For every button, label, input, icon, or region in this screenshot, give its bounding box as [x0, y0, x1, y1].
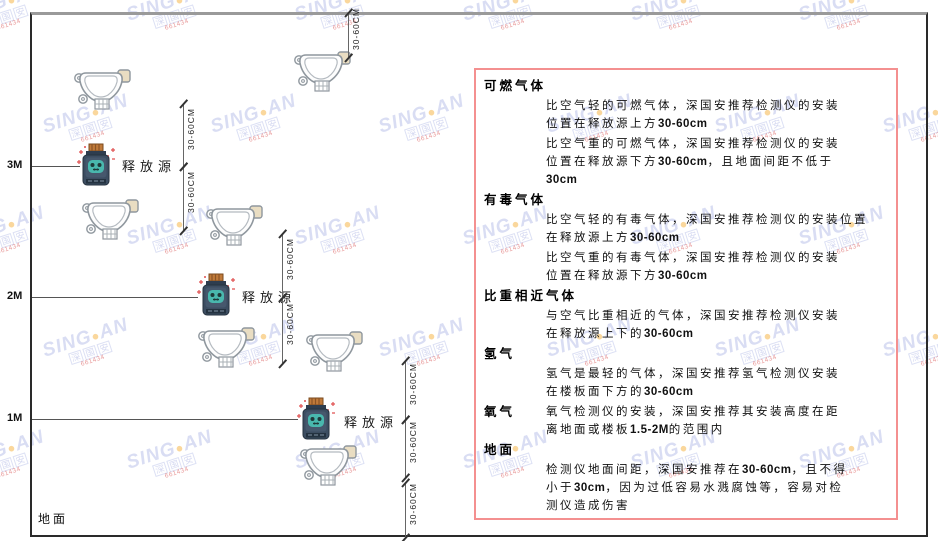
guide-section: 氧气 氧气检测仪的安装，深国安推荐其安装高度在距 离地面或楼板1.5-2M的范围内: [484, 403, 886, 439]
dimension-line: [183, 166, 184, 230]
dimension-label: 30-60CM: [408, 482, 418, 525]
dimension-label: 30-60CM: [408, 421, 418, 463]
gas-detector-icon: [304, 328, 364, 372]
height-axis-label: 1M: [7, 412, 23, 424]
guide-paragraph: 氧气检测仪的安装，深国安推荐其安装高度在距 离地面或楼板1.5-2M的范围内: [546, 406, 840, 436]
gas-detector-icon: [80, 196, 140, 240]
height-level-line: [32, 297, 198, 298]
diagram-frame: [30, 12, 928, 537]
gas-detector-icon: [292, 48, 352, 92]
height-level-line: [32, 166, 80, 167]
dimension-label: 30-60CM: [186, 107, 196, 150]
height-axis-label: 3M: [7, 159, 23, 171]
guide-section-heading: 氧气: [484, 405, 516, 419]
guide-section-body: 氧气检测仪的安装，深国安推荐其安装高度在距 离地面或楼板1.5-2M的范围内: [546, 403, 840, 439]
ground-label: 地面: [38, 512, 69, 526]
guide-section-heading: 比重相近气体: [484, 289, 578, 303]
release-source-label: 释放源: [122, 159, 177, 174]
guide-paragraph: 与空气比重相近的气体，深国安推荐检测仪安装 在释放源上下的30-60cm: [546, 310, 840, 340]
installation-guide-panel: 可燃气体比空气轻的可燃气体，深国安推荐检测仪的安装 位置在释放源上方30-60cm…: [474, 68, 898, 520]
dimension-line: [405, 482, 406, 537]
dimension-label: 30-60CM: [408, 362, 418, 405]
dimension-label: 30-60CM: [351, 7, 361, 50]
guide-section-heading: 可燃气体: [484, 79, 547, 93]
guide-paragraph: 氢气是最轻的气体，深国安推荐氢气检测仪安装 在楼板面下方的30-60cm: [546, 368, 840, 398]
dimension-label: 30-60CM: [285, 303, 295, 345]
gas-detector-icon: [72, 66, 132, 110]
dimension-line: [405, 360, 406, 419]
guide-paragraph: 比空气轻的有毒气体，深国安推荐检测仪的安装位置 在释放源上方30-60cm: [546, 214, 868, 244]
guide-paragraph: 比空气轻的可燃气体，深国安推荐检测仪的安装 位置在释放源上方30-60cm: [546, 100, 840, 130]
dimension-tick: [278, 359, 287, 369]
height-axis-label: 2M: [7, 290, 23, 302]
dimension-label: 30-60CM: [186, 171, 196, 213]
dimension-line: [183, 103, 184, 166]
guide-section-heading: 氢气: [484, 347, 516, 361]
dimension-tick: [179, 226, 188, 236]
height-level-line: [32, 419, 298, 420]
dimension-line: [282, 297, 283, 363]
release-source-icon: [296, 397, 336, 443]
dimension-line: [282, 233, 283, 297]
guide-paragraph: 检测仪地面间距，深国安推荐在30-60cm，且不得 小于30cm，因为过低容易水溅…: [546, 464, 848, 512]
dimension-label: 30-60CM: [285, 238, 295, 280]
dimension-line: [348, 12, 349, 57]
guide-section-heading: 地面: [484, 443, 516, 457]
gas-detector-icon: [298, 442, 358, 486]
release-source-label: 释放源: [344, 415, 399, 430]
gas-detector-icon: [204, 202, 264, 246]
guide-section-heading: 有毒气体: [484, 193, 547, 207]
release-source-icon: [76, 143, 116, 189]
dimension-line: [405, 419, 406, 477]
guide-paragraph: 比空气重的有毒气体，深国安推荐检测仪的安装 位置在释放源下方30-60cm: [546, 252, 840, 282]
gas-detector-icon: [196, 324, 256, 368]
release-source-icon: [196, 273, 236, 319]
guide-paragraph: 比空气重的可燃气体，深国安推荐检测仪的安装 位置在释放源下方30-60cm，且地面…: [546, 138, 840, 186]
